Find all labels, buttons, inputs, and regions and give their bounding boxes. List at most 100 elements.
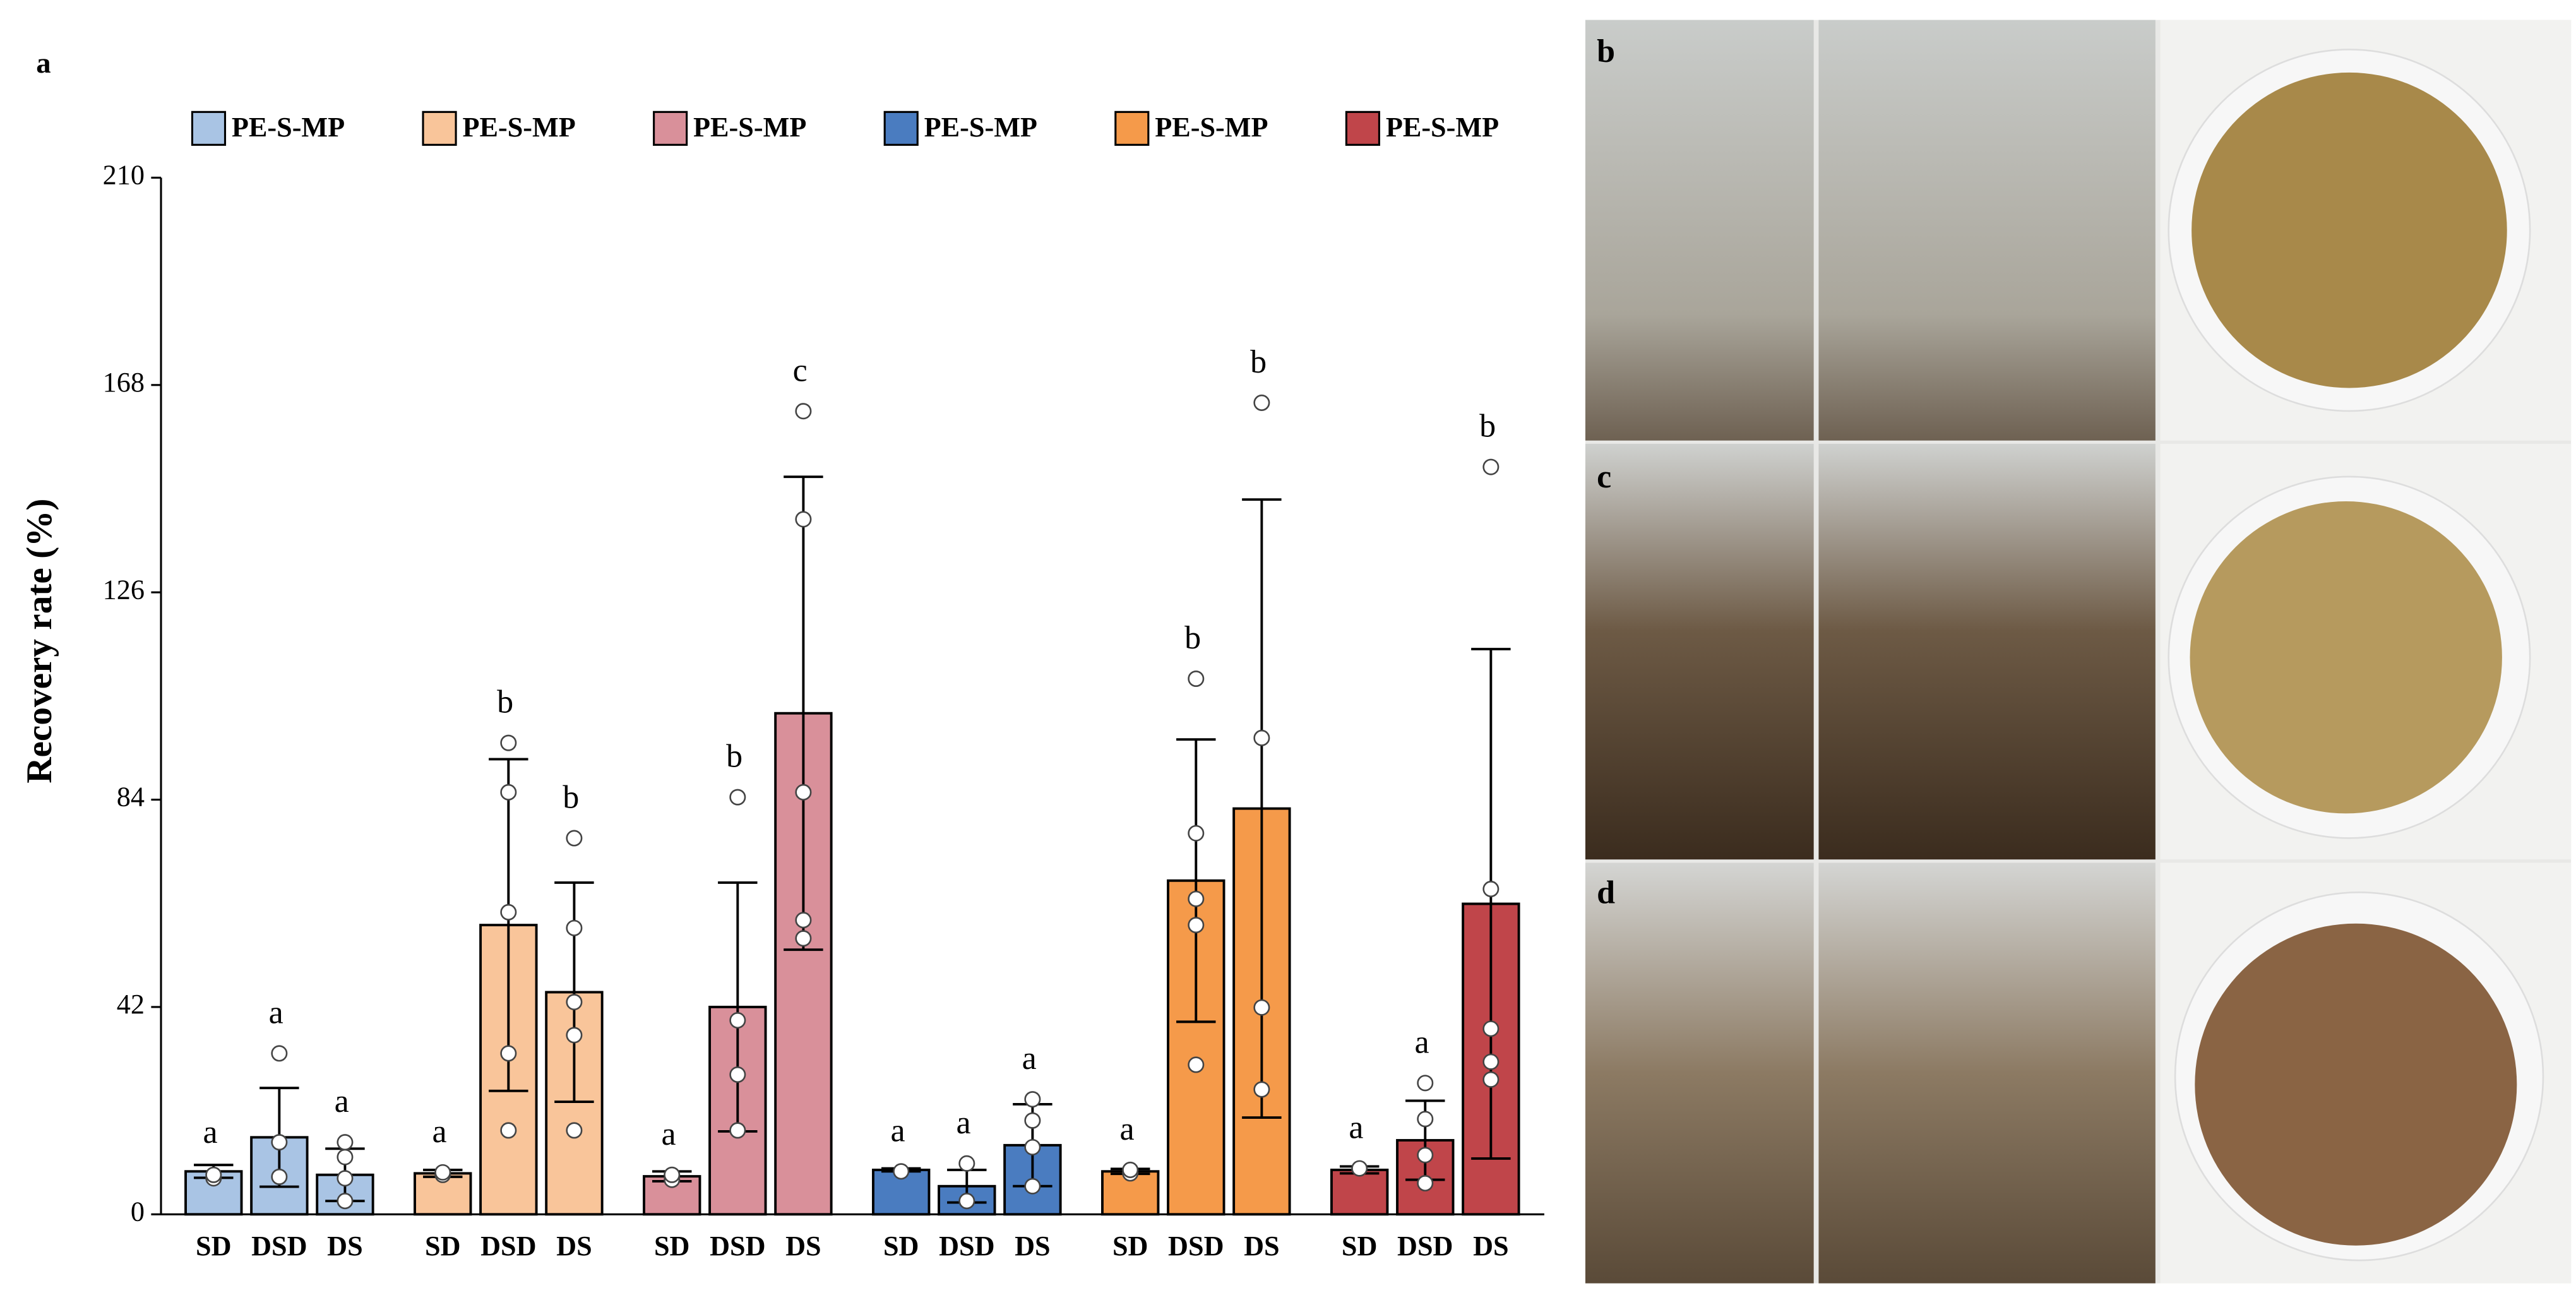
sample (2191, 72, 2507, 388)
data-point (566, 919, 583, 936)
x-tick-label: SD (1112, 1231, 1148, 1261)
data-point (958, 1155, 975, 1172)
x-tick-label: SD (196, 1231, 232, 1261)
significance-letter: a (1415, 1024, 1429, 1060)
data-point (1351, 1160, 1368, 1177)
data-point (566, 1122, 583, 1139)
data-point (337, 1193, 354, 1210)
data-point (1188, 825, 1205, 842)
legend-label: PE-S-MP (1155, 112, 1268, 143)
significance-letter: b (1184, 620, 1201, 656)
x-tick-label: DSD (1168, 1231, 1224, 1261)
significance-letter: b (497, 684, 513, 720)
legend-swatch (1345, 110, 1380, 146)
data-point (729, 1066, 746, 1083)
data-point (434, 1164, 451, 1181)
data-point (1253, 729, 1270, 746)
legend-label: PE-S-MP (693, 112, 806, 143)
significance-letter: b (726, 739, 742, 775)
data-point (1253, 1081, 1270, 1098)
x-tick-label: SD (654, 1231, 690, 1261)
significance-letter: a (269, 995, 283, 1031)
data-point (1024, 1091, 1041, 1108)
photo-label: b (1597, 33, 1615, 69)
data-point (729, 789, 746, 806)
significance-letter: a (1349, 1110, 1363, 1146)
data-point (1482, 1053, 1500, 1070)
data-point (1024, 1112, 1041, 1129)
data-point (1253, 999, 1270, 1016)
data-point (566, 994, 583, 1011)
data-point (1024, 1178, 1041, 1195)
legend-swatch (422, 110, 457, 146)
significance-letter: b (1250, 344, 1267, 380)
data-point (500, 1122, 517, 1139)
data-point (1482, 458, 1500, 475)
data-point (958, 1193, 975, 1210)
data-point (795, 930, 812, 947)
y-tick-label: 210 (103, 160, 145, 191)
significance-letter: a (661, 1116, 676, 1152)
significance-letter: b (563, 780, 579, 816)
sample (2190, 501, 2502, 814)
significance-letter: a (957, 1105, 971, 1141)
bar (1101, 1170, 1160, 1216)
significance-letter: a (1022, 1041, 1037, 1076)
photo (1585, 862, 1814, 1284)
data-point (1188, 890, 1205, 907)
photos (1585, 20, 2572, 1284)
data-point (795, 511, 812, 528)
significance-letter: b (1479, 408, 1496, 444)
sample (2195, 923, 2517, 1246)
photo (1818, 20, 2156, 441)
legend-label: PE-S-MP (1386, 112, 1499, 143)
legend-swatch (653, 110, 688, 146)
data-point (271, 1045, 288, 1062)
data-point (500, 903, 517, 921)
data-point (893, 1163, 910, 1180)
y-axis-label: Recovery rate (%) (20, 499, 59, 784)
photo (1818, 443, 2156, 860)
y-tick-label: 42 (117, 989, 145, 1020)
data-point (664, 1166, 681, 1183)
data-point (729, 1012, 746, 1029)
data-point (1188, 670, 1205, 688)
data-point (795, 912, 812, 929)
data-point (337, 1148, 354, 1166)
significance-letter: a (1119, 1111, 1134, 1147)
data-point (795, 784, 812, 801)
panel-label: a (36, 47, 51, 80)
data-point (1417, 1175, 1434, 1192)
data-point (795, 403, 812, 420)
legend-swatch (1114, 110, 1150, 146)
data-point (337, 1170, 354, 1187)
x-tick-label: DSD (1397, 1231, 1453, 1261)
y-tick-label: 168 (103, 367, 145, 398)
data-point (1417, 1075, 1434, 1092)
data-point (500, 784, 517, 801)
x-tick-label: DS (1473, 1231, 1509, 1261)
data-point (1482, 1020, 1500, 1037)
photo (1585, 20, 1814, 441)
significance-letter: a (203, 1114, 218, 1150)
data-point (500, 1045, 517, 1062)
x-tick-label: DSD (251, 1231, 307, 1261)
significance-letter: c (793, 352, 808, 388)
x-tick-label: DSD (939, 1231, 994, 1261)
x-tick-label: DSD (480, 1231, 536, 1261)
data-point (729, 1122, 746, 1139)
x-tick-label: DS (1244, 1231, 1280, 1261)
data-point (500, 734, 517, 751)
y-tick-label: 84 (117, 782, 145, 813)
data-point (1188, 917, 1205, 934)
legend-label: PE-S-MP (924, 112, 1037, 143)
data-point (1417, 1111, 1434, 1128)
x-tick-label: DS (785, 1231, 821, 1261)
data-point (1188, 1056, 1205, 1073)
x-tick-label: DS (1015, 1231, 1051, 1261)
legend-label: PE-S-MP (462, 112, 575, 143)
photo (1585, 443, 1814, 860)
x-tick-label: SD (883, 1231, 919, 1261)
data-point (566, 830, 583, 847)
